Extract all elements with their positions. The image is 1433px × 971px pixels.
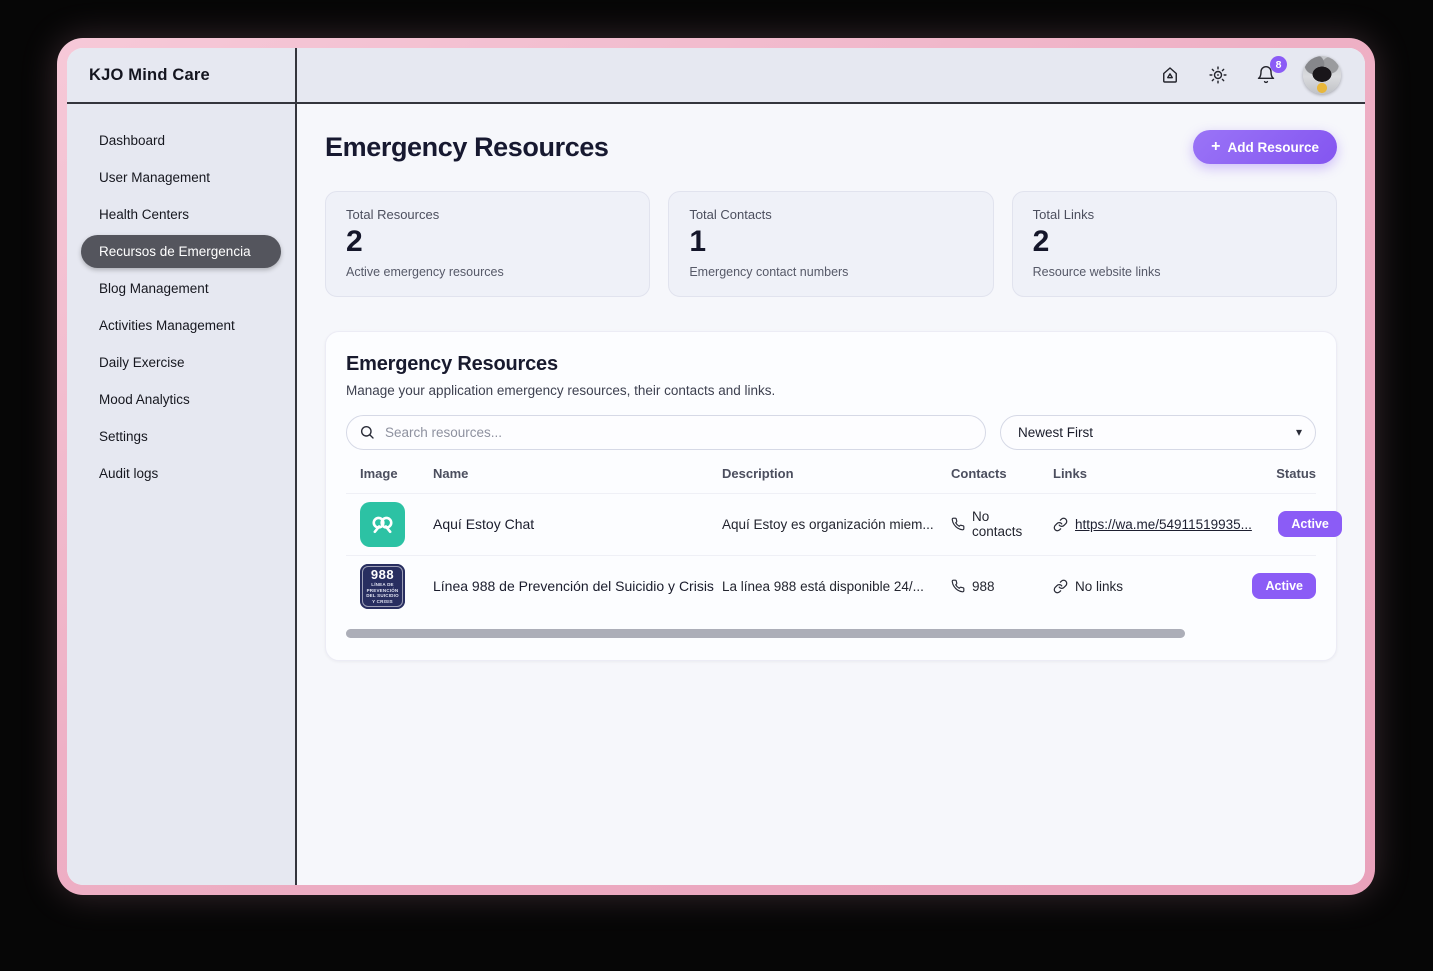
988-logo-line: Y CRISIS	[372, 598, 393, 604]
link-icon	[1053, 579, 1068, 593]
chevron-down-icon: ▾	[1295, 425, 1302, 439]
stat-value: 2	[1032, 225, 1050, 258]
988-logo-number: 988	[370, 566, 395, 582]
stat-label: Total Resources	[346, 207, 440, 222]
resources-panel: Emergency Resources Manage your applicat…	[325, 330, 1342, 661]
page-header: Emergency Resources + Add Resource	[325, 130, 1337, 164]
app-window: KJO Mind Care Dashboard User Management …	[67, 48, 1365, 885]
horizontal-scrollbar-thumb[interactable]	[346, 628, 1186, 638]
phone-icon	[951, 517, 965, 531]
table-row: 988 LÍNEA DE PREVENCIÓN DEL SUICIDIO Y C…	[346, 554, 1316, 617]
resource-image-cell	[346, 501, 433, 547]
resource-description: Aquí Estoy es organización miem...	[722, 516, 934, 532]
sidebar: KJO Mind Care Dashboard User Management …	[67, 48, 297, 885]
sort-dropdown[interactable]: Newest First ▾	[1000, 414, 1316, 450]
sort-selected-value: Newest First	[1018, 424, 1094, 440]
topbar: 8	[297, 48, 1365, 104]
sidebar-item-settings[interactable]: Settings	[99, 429, 148, 444]
panel-subtitle: Manage your application emergency resour…	[346, 382, 776, 398]
stat-value: 1	[689, 225, 707, 258]
notifications-bell-icon[interactable]: 8	[1255, 56, 1287, 86]
resource-name: Aquí Estoy Chat	[433, 516, 535, 532]
notification-count-badge: 8	[1270, 56, 1287, 73]
main-column: 8 Emergency Resources + Add Resource Tot…	[297, 48, 1365, 885]
aqui-estoy-logo	[360, 501, 405, 547]
resource-links-cell: No links	[1053, 579, 1236, 594]
resource-contacts-cell: No contacts	[951, 509, 1053, 539]
column-header-contacts: Contacts	[951, 465, 1007, 481]
stat-card-total-resources: Total Resources 2 Active emergency resou…	[325, 191, 651, 297]
sidebar-item-recursos-de-emergencia[interactable]: Recursos de Emergencia	[81, 235, 281, 268]
search-icon	[359, 424, 375, 445]
sidebar-item-daily-exercise[interactable]: Daily Exercise	[99, 355, 185, 370]
stat-sublabel: Active emergency resources	[346, 264, 504, 279]
stat-label: Total Contacts	[689, 207, 772, 222]
app-title: KJO Mind Care	[67, 48, 295, 104]
panel-title: Emergency Resources	[346, 352, 558, 375]
988-lifeline-logo: 988 LÍNEA DE PREVENCIÓN DEL SUICIDIO Y C…	[360, 563, 405, 609]
sidebar-nav: Dashboard User Management Health Centers…	[67, 104, 295, 492]
column-header-description: Description	[722, 465, 794, 481]
column-header-links: Links	[1053, 465, 1087, 481]
stat-card-total-links: Total Links 2 Resource website links	[1011, 191, 1337, 297]
stats-row: Total Resources 2 Active emergency resou…	[325, 191, 1337, 297]
sidebar-item-activities-management[interactable]: Activities Management	[99, 318, 235, 333]
user-avatar[interactable]	[1303, 56, 1341, 94]
resource-contacts: 988	[972, 578, 995, 594]
table-header-row: Image Name Description Contacts Links St…	[346, 450, 1316, 493]
add-resource-button[interactable]: + Add Resource	[1193, 130, 1337, 164]
sidebar-item-blog-management[interactable]: Blog Management	[99, 281, 209, 296]
sidebar-item-dashboard[interactable]: Dashboard	[99, 133, 166, 148]
theme-sun-icon[interactable]	[1207, 64, 1229, 86]
table-controls: Newest First ▾	[346, 414, 1316, 450]
stat-card-total-contacts: Total Contacts 1 Emergency contact numbe…	[668, 191, 994, 297]
stat-sublabel: Emergency contact numbers	[689, 264, 849, 279]
sidebar-item-mood-analytics[interactable]: Mood Analytics	[99, 392, 190, 407]
horizontal-scrollbar-track	[346, 628, 1316, 638]
status-badge: Active	[1278, 511, 1342, 537]
plus-icon: +	[1211, 138, 1221, 155]
sidebar-item-user-management[interactable]: User Management	[99, 170, 211, 185]
resource-link-none: No links	[1075, 578, 1124, 594]
sidebar-item-audit-logs[interactable]: Audit logs	[99, 466, 159, 481]
stat-value: 2	[346, 225, 363, 258]
add-resource-label: Add Resource	[1227, 139, 1319, 155]
stat-sublabel: Resource website links	[1032, 264, 1161, 279]
resource-link-url[interactable]: https://wa.me/54911519935...	[1075, 516, 1252, 532]
status-badge: Active	[1252, 573, 1316, 599]
column-header-name: Name	[433, 465, 469, 481]
988-logo-line: LÍNEA DE	[371, 581, 394, 587]
phone-icon	[951, 579, 965, 593]
sidebar-item-health-centers[interactable]: Health Centers	[99, 207, 190, 222]
resource-name: Línea 988 de Prevención del Suicidio y C…	[433, 578, 714, 594]
resource-description: La línea 988 está disponible 24/...	[722, 578, 924, 594]
page-title: Emergency Resources	[325, 131, 609, 162]
main-content: Emergency Resources + Add Resource Total…	[297, 104, 1365, 885]
resource-links-cell: https://wa.me/54911519935...	[1053, 517, 1262, 532]
column-header-status: Status	[1276, 465, 1316, 481]
table-row: Aquí Estoy Chat Aquí Estoy es organizaci…	[346, 492, 1342, 555]
988-logo-line: PREVENCIÓN	[366, 587, 399, 593]
search-box	[346, 414, 986, 450]
link-icon	[1053, 517, 1068, 531]
window-frame: KJO Mind Care Dashboard User Management …	[57, 38, 1375, 895]
search-input[interactable]	[346, 414, 986, 450]
resource-contacts-cell: 988	[951, 579, 1053, 594]
home-icon[interactable]	[1159, 64, 1181, 86]
resource-image-cell: 988 LÍNEA DE PREVENCIÓN DEL SUICIDIO Y C…	[346, 563, 433, 609]
resource-contacts: No contacts	[972, 509, 1023, 539]
column-header-image: Image	[360, 465, 398, 481]
988-logo-line: DEL SUICIDIO	[366, 593, 399, 599]
stat-label: Total Links	[1032, 207, 1095, 222]
